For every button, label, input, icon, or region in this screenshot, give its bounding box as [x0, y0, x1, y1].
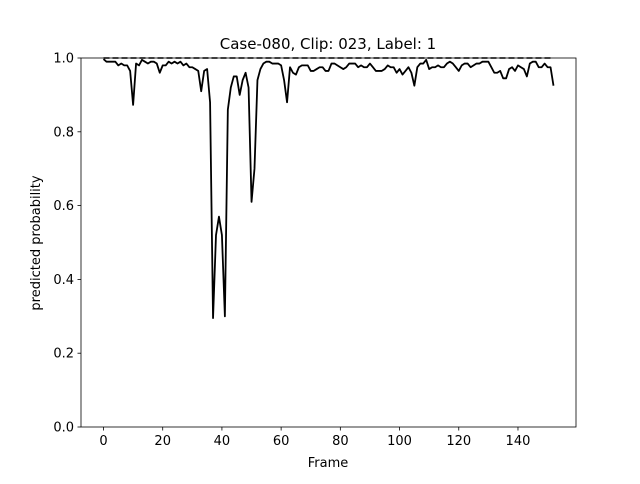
y-tick-label: 0.0	[53, 421, 74, 436]
x-tick-label: 140	[506, 434, 531, 449]
x-tick-label: 60	[273, 434, 290, 449]
x-tick-label: 40	[214, 434, 231, 449]
x-tick-label: 0	[99, 434, 107, 449]
x-tick-label: 120	[446, 434, 471, 449]
plot-frame	[80, 57, 577, 428]
x-tick-label: 100	[387, 434, 412, 449]
y-tick-label: 1.0	[53, 52, 74, 67]
y-tick-label: 0.4	[53, 273, 74, 288]
x-axis-label: Frame	[308, 456, 349, 471]
data-line	[102, 58, 555, 320]
y-axis-label: predicted probability	[29, 175, 44, 310]
chart-title: Case-080, Clip: 023, Label: 1	[220, 35, 436, 53]
x-tick-label: 20	[154, 434, 171, 449]
y-tick-label: 0.8	[53, 125, 74, 140]
y-tick-label: 0.2	[53, 347, 74, 362]
x-tick-label: 80	[332, 434, 349, 449]
y-tick-label: 0.6	[53, 199, 74, 214]
